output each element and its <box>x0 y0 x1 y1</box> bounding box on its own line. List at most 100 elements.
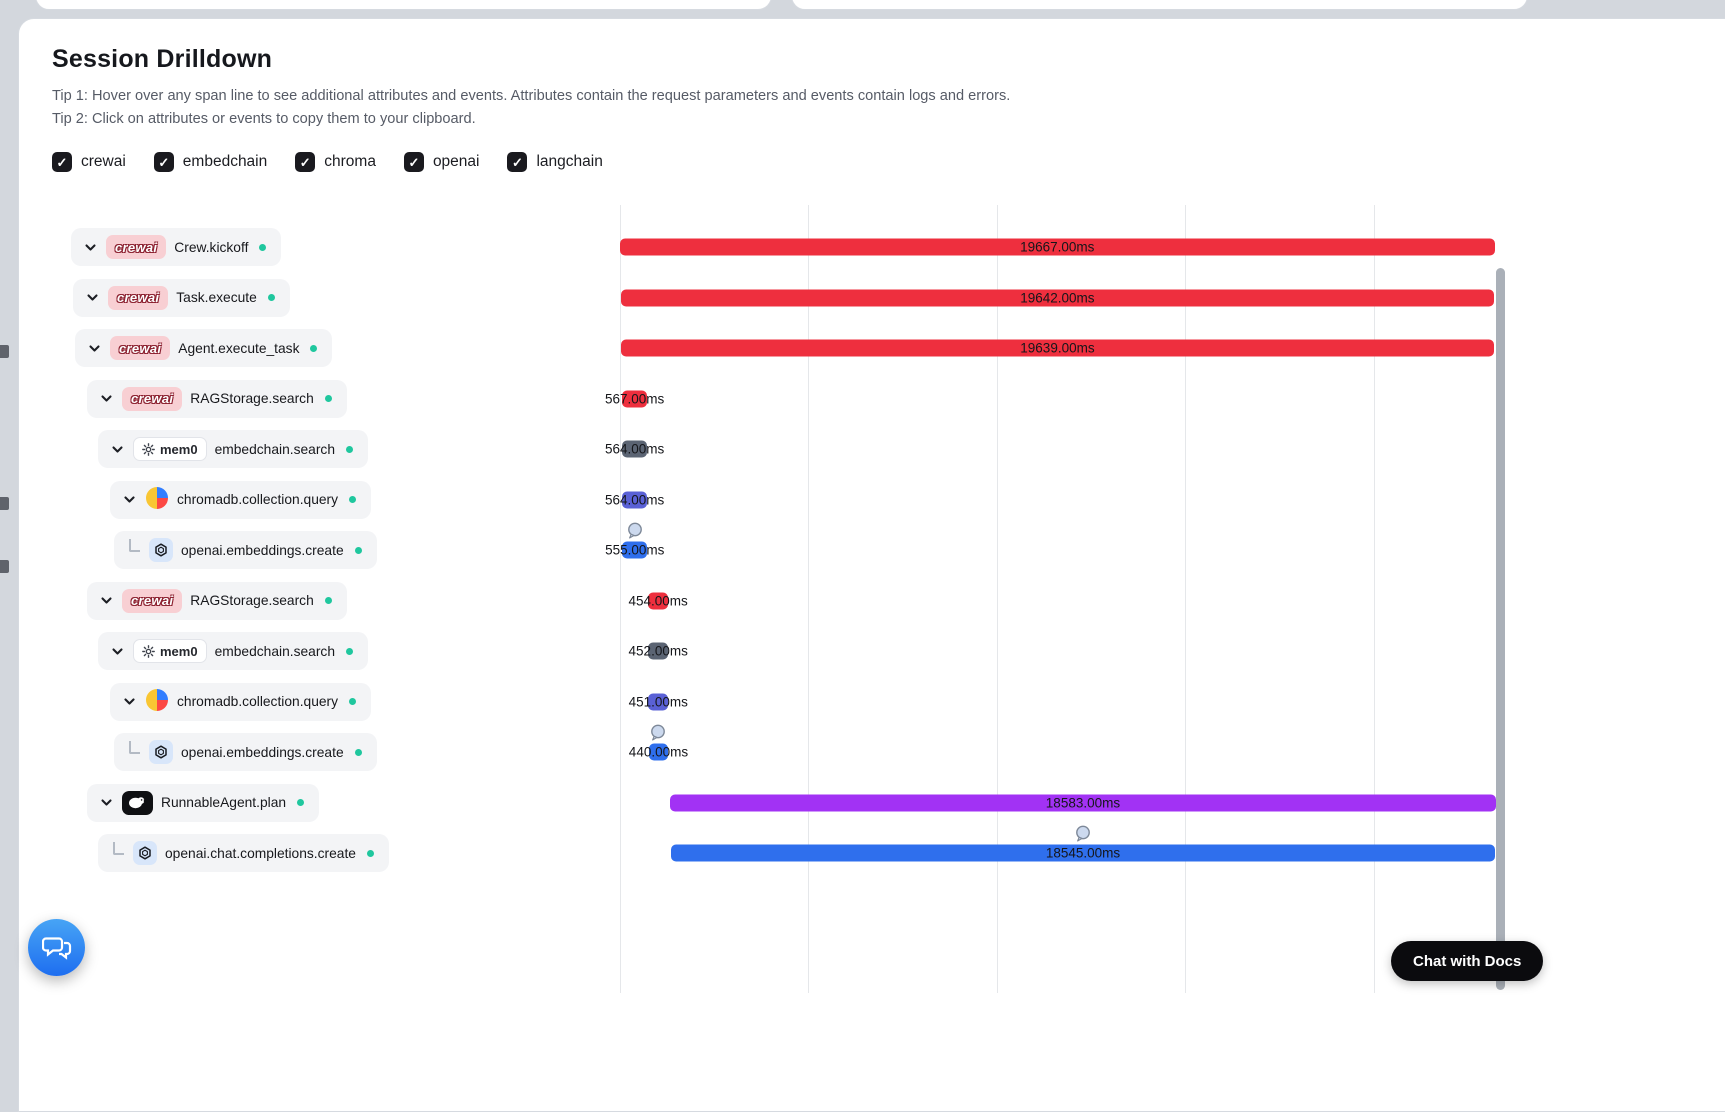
checkmark-icon: ✓ <box>158 154 170 170</box>
span-row: crewai RAGStorage.search 567.00ms <box>0 374 1725 425</box>
span-duration-bar[interactable] <box>648 592 669 610</box>
openai-knot-icon <box>155 745 167 759</box>
clipped-background-text <box>0 345 9 358</box>
checkmark-icon: ✓ <box>56 154 68 170</box>
tip-2: Tip 2: Click on attributes or events to … <box>52 111 476 127</box>
span-tree-item[interactable]: crewai RAGStorage.search <box>87 581 347 620</box>
span-indicator[interactable] <box>86 341 102 356</box>
span-row: RunnableAgent.plan 18583.00ms <box>0 778 1725 829</box>
span-tree-item[interactable]: crewai Crew.kickoff <box>71 228 282 267</box>
checkbox[interactable]: ✓ <box>52 152 72 172</box>
provider-badge-slot: mem0 <box>133 639 207 664</box>
span-row: openai.chat.completions.create 18545.00m… <box>0 825 1725 879</box>
tree-connector-icon <box>128 539 140 553</box>
span-indicator[interactable] <box>121 694 137 709</box>
provider-badge-slot <box>149 740 173 765</box>
span-indicator[interactable] <box>125 741 141 755</box>
span-tree-item[interactable]: crewai Task.execute <box>73 278 290 317</box>
chevron-down-icon[interactable] <box>110 442 125 457</box>
checkbox[interactable]: ✓ <box>507 152 528 172</box>
span-tree-item[interactable]: openai.embeddings.create <box>114 733 377 772</box>
filter-checkbox-item[interactable]: ✓ embedchain <box>153 152 267 172</box>
span-duration-bar[interactable] <box>669 794 1497 812</box>
chevron-down-icon[interactable] <box>85 290 100 305</box>
span-row: openai.embeddings.create 440.00ms <box>0 724 1725 778</box>
openai-logo <box>133 841 157 866</box>
span-indicator[interactable] <box>84 290 100 305</box>
span-tree-item[interactable]: mem0 embedchain.search <box>98 430 368 469</box>
checkbox[interactable]: ✓ <box>295 152 316 172</box>
span-name: Task.execute <box>176 290 257 306</box>
span-duration-label: 19639.00ms <box>1020 340 1095 356</box>
filter-checkbox-item[interactable]: ✓ crewai <box>52 152 126 172</box>
span-duration-bar[interactable] <box>622 390 648 408</box>
span-tree-item[interactable]: openai.embeddings.create <box>114 531 377 570</box>
span-tree-item[interactable]: crewai RAGStorage.search <box>87 379 347 418</box>
status-dot <box>349 698 357 706</box>
span-indicator[interactable] <box>98 391 114 406</box>
span-duration-bar[interactable] <box>648 642 669 660</box>
span-duration-bar[interactable] <box>622 440 648 458</box>
span-tree-item[interactable]: openai.chat.completions.create <box>98 834 389 873</box>
span-indicator[interactable] <box>109 842 125 856</box>
chevron-down-icon[interactable] <box>122 492 137 507</box>
span-duration-bar[interactable] <box>622 541 648 559</box>
span-indicator[interactable] <box>98 593 114 608</box>
filter-checkbox-item[interactable]: ✓ langchain <box>507 152 603 172</box>
event-bubble-icon[interactable] <box>649 724 667 741</box>
status-dot <box>297 799 305 807</box>
span-duration-bar[interactable] <box>670 844 1496 862</box>
checkbox[interactable]: ✓ <box>153 152 174 172</box>
span-name: openai.chat.completions.create <box>165 845 356 861</box>
chevron-down-icon[interactable] <box>87 341 102 356</box>
span-name: Crew.kickoff <box>174 239 249 255</box>
chevron-down-icon[interactable] <box>122 694 137 709</box>
span-indicator[interactable] <box>109 644 125 659</box>
span-duration-bar[interactable] <box>620 238 1495 256</box>
chat-widget-button[interactable] <box>28 919 85 976</box>
span-timeline-cell: 19639.00ms <box>620 323 1496 374</box>
filter-checkbox-item[interactable]: ✓ chroma <box>295 152 376 172</box>
span-tree-item[interactable]: mem0 embedchain.search <box>98 632 368 671</box>
span-name: chromadb.collection.query <box>177 492 339 508</box>
card-header: Session Drilldown Tip 1: Hover over any … <box>19 19 1725 172</box>
span-duration-label: 452.00ms <box>628 643 688 659</box>
span-indicator[interactable] <box>98 795 114 810</box>
span-duration-bar[interactable] <box>620 289 1495 307</box>
span-timeline-cell: 451.00ms <box>620 677 1496 728</box>
span-tree-item[interactable]: crewai Agent.execute_task <box>75 329 333 368</box>
filter-checkbox-item[interactable]: ✓ openai <box>403 152 479 172</box>
chevron-down-icon[interactable] <box>99 391 114 406</box>
span-duration-bar[interactable] <box>622 491 648 509</box>
checkbox[interactable]: ✓ <box>403 152 424 172</box>
chroma-logo <box>145 688 169 712</box>
timeline-gridline <box>808 205 809 993</box>
chevron-down-icon[interactable] <box>83 240 98 255</box>
vertical-scrollbar-thumb[interactable] <box>1496 268 1505 990</box>
span-duration-bar[interactable] <box>620 339 1495 357</box>
chat-with-docs-button[interactable]: Chat with Docs <box>1391 941 1544 981</box>
span-timeline-cell: 18583.00ms <box>620 778 1497 829</box>
span-duration-bar[interactable] <box>648 743 669 761</box>
event-bubble-icon[interactable] <box>1074 825 1092 842</box>
span-tree-item[interactable]: RunnableAgent.plan <box>87 783 320 822</box>
event-bubble-icon[interactable] <box>626 522 644 539</box>
status-dot <box>324 597 332 605</box>
background-card <box>35 0 772 10</box>
openai-logo <box>149 538 173 563</box>
span-tree-item[interactable]: chromadb.collection.query <box>110 682 372 721</box>
span-indicator[interactable] <box>125 539 141 553</box>
span-duration-bar[interactable] <box>648 693 669 711</box>
chevron-down-icon[interactable] <box>99 593 114 608</box>
timeline-grid <box>0 205 1725 993</box>
status-dot <box>354 546 362 554</box>
chevron-down-icon[interactable] <box>110 644 125 659</box>
span-indicator[interactable] <box>121 492 137 507</box>
span-tree-item[interactable]: chromadb.collection.query <box>110 480 372 519</box>
span-timeline-cell: 454.00ms <box>620 576 1496 627</box>
chevron-down-icon[interactable] <box>99 795 114 810</box>
span-indicator[interactable] <box>109 442 125 457</box>
checkmark-icon: ✓ <box>512 154 523 170</box>
span-indicator[interactable] <box>82 240 98 255</box>
openai-knot-icon <box>155 543 167 557</box>
